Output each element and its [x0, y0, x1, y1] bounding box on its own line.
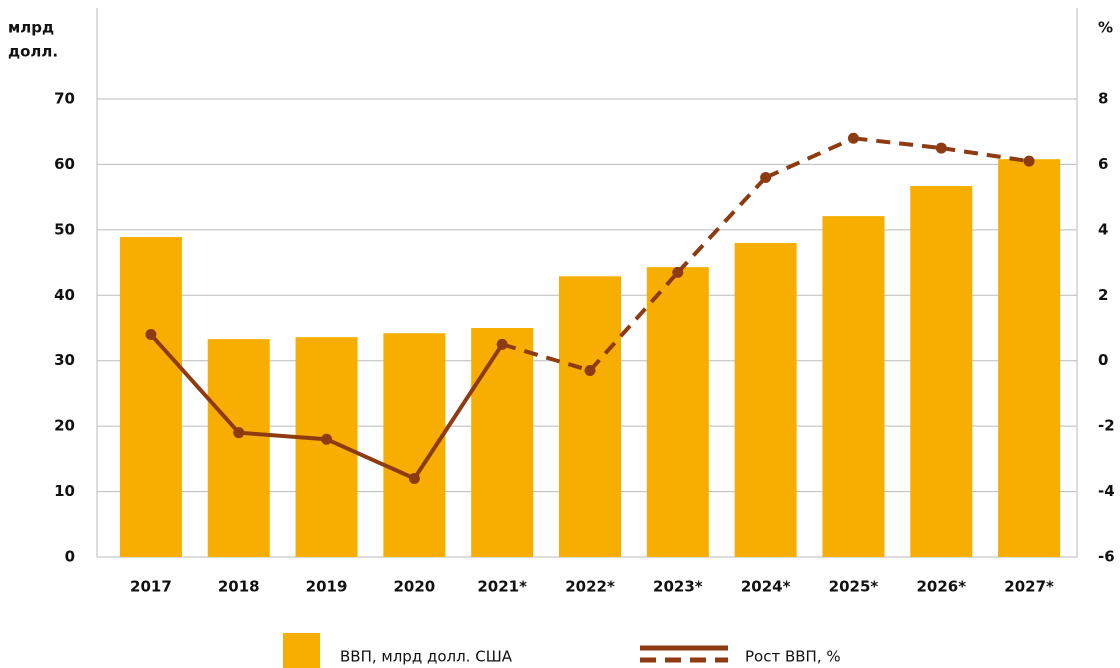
- line-point: [233, 427, 245, 439]
- x-tick-label: 2018: [218, 578, 260, 596]
- line-segment: [238, 430, 327, 442]
- y2-axis-label: %: [1098, 19, 1113, 37]
- y-tick-label: 30: [54, 351, 75, 369]
- y-axis-label: млрд: [8, 19, 54, 37]
- line-segment: [149, 333, 241, 435]
- y-tick-label: 0: [65, 548, 75, 566]
- y-tick-label: 60: [54, 155, 75, 173]
- x-tick-label: 2023*: [653, 578, 703, 596]
- y2-tick-label: -6: [1098, 548, 1115, 566]
- y2-tick-label: 6: [1098, 155, 1108, 173]
- line-segment: [325, 437, 416, 481]
- y2-tick-label: -4: [1098, 482, 1115, 500]
- x-tick-label: 2019: [306, 578, 348, 596]
- line-point: [145, 329, 157, 341]
- bar: [119, 237, 182, 557]
- y2-tick-label: 2: [1098, 286, 1108, 304]
- bar: [734, 242, 797, 557]
- y2-tick-label: 8: [1098, 90, 1108, 108]
- line-point: [760, 172, 772, 184]
- x-tick-label: 2020: [393, 578, 435, 596]
- y2-tick-label: 0: [1098, 351, 1108, 369]
- bar: [646, 267, 709, 557]
- y-tick-label: 10: [54, 482, 75, 500]
- x-tick-label: 2026*: [916, 578, 966, 596]
- y2-tick-label: 4: [1098, 220, 1108, 238]
- x-tick-label: 2017: [130, 578, 172, 596]
- y-tick-label: 70: [54, 90, 75, 108]
- y2-tick-label: -2: [1098, 417, 1115, 435]
- line-point: [321, 433, 333, 445]
- legend-swatch: [283, 633, 320, 668]
- x-tick-label: 2022*: [565, 578, 615, 596]
- x-tick-label: 2024*: [741, 578, 791, 596]
- line-point: [408, 472, 420, 484]
- bar: [910, 186, 973, 557]
- line-point: [847, 132, 859, 144]
- y-tick-label: 50: [54, 220, 75, 238]
- line-segment: [940, 146, 1030, 164]
- legend-label: ВВП, млрд долл. США: [340, 648, 513, 666]
- bar: [998, 159, 1061, 558]
- y-axis-label: долл.: [8, 43, 58, 61]
- y-tick-label: 20: [54, 417, 75, 435]
- line-point: [935, 142, 947, 154]
- line-point: [496, 338, 508, 350]
- line-point: [672, 266, 684, 278]
- line-point: [1023, 155, 1035, 167]
- line-segment: [412, 343, 504, 480]
- x-tick-label: 2025*: [829, 578, 879, 596]
- x-tick-label: 2027*: [1004, 578, 1054, 596]
- line-segment: [764, 136, 855, 180]
- y-tick-label: 40: [54, 286, 75, 304]
- line-segment: [501, 342, 591, 373]
- line-point: [584, 365, 596, 377]
- bar: [559, 276, 621, 557]
- line-segment: [853, 136, 942, 151]
- bar: [471, 328, 534, 557]
- bar: [207, 339, 270, 557]
- x-tick-label: 2021*: [477, 578, 527, 596]
- legend-label: Рост ВВП, %: [745, 648, 841, 666]
- bar: [822, 216, 885, 558]
